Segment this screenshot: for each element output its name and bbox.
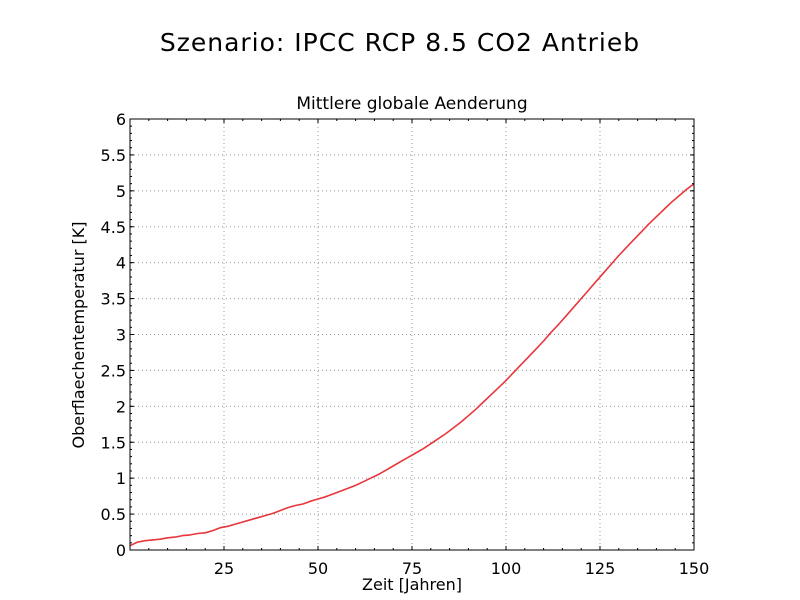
series-line <box>129 183 695 547</box>
y-tick-label: 1 <box>116 469 126 488</box>
y-tick-label: 4.5 <box>101 218 126 237</box>
x-tick-label: 25 <box>214 559 234 578</box>
tick-marks <box>129 118 695 551</box>
y-tick-label: 0 <box>116 541 126 560</box>
y-tick-label: 2.5 <box>101 361 126 380</box>
page-title: Szenario: IPCC RCP 8.5 CO2 Antrieb <box>159 28 641 57</box>
x-tick-label: 100 <box>491 559 522 578</box>
x-tick-label: 150 <box>679 559 710 578</box>
y-tick-label: 4 <box>116 254 126 273</box>
y-tick-label: 2 <box>116 397 126 416</box>
y-axis-label: Oberflaechentemperatur [K] <box>69 222 88 449</box>
series-layer <box>129 183 695 547</box>
x-tick-label: 75 <box>402 559 422 578</box>
y-tick-labels: 0 0.5 1 1.5 2 2.5 3 3.5 4 4.5 5 5.5 6 <box>101 110 126 560</box>
x-tick-label: 50 <box>308 559 328 578</box>
y-tick-label: 5.5 <box>101 146 126 165</box>
x-tick-labels: 25 50 75 100 125 150 <box>214 559 709 578</box>
y-tick-label: 1.5 <box>101 433 126 452</box>
chart-title: Mittlere globale Aenderung <box>296 94 527 114</box>
x-tick-label: 125 <box>585 559 616 578</box>
y-tick-label: 3.5 <box>101 290 126 309</box>
grid-lines <box>130 119 694 550</box>
y-tick-label: 0.5 <box>101 505 126 524</box>
y-tick-label: 5 <box>116 182 126 201</box>
y-tick-label: 6 <box>116 110 126 129</box>
x-axis-label: Zeit [Jahren] <box>362 575 462 594</box>
y-tick-label: 3 <box>116 326 126 345</box>
